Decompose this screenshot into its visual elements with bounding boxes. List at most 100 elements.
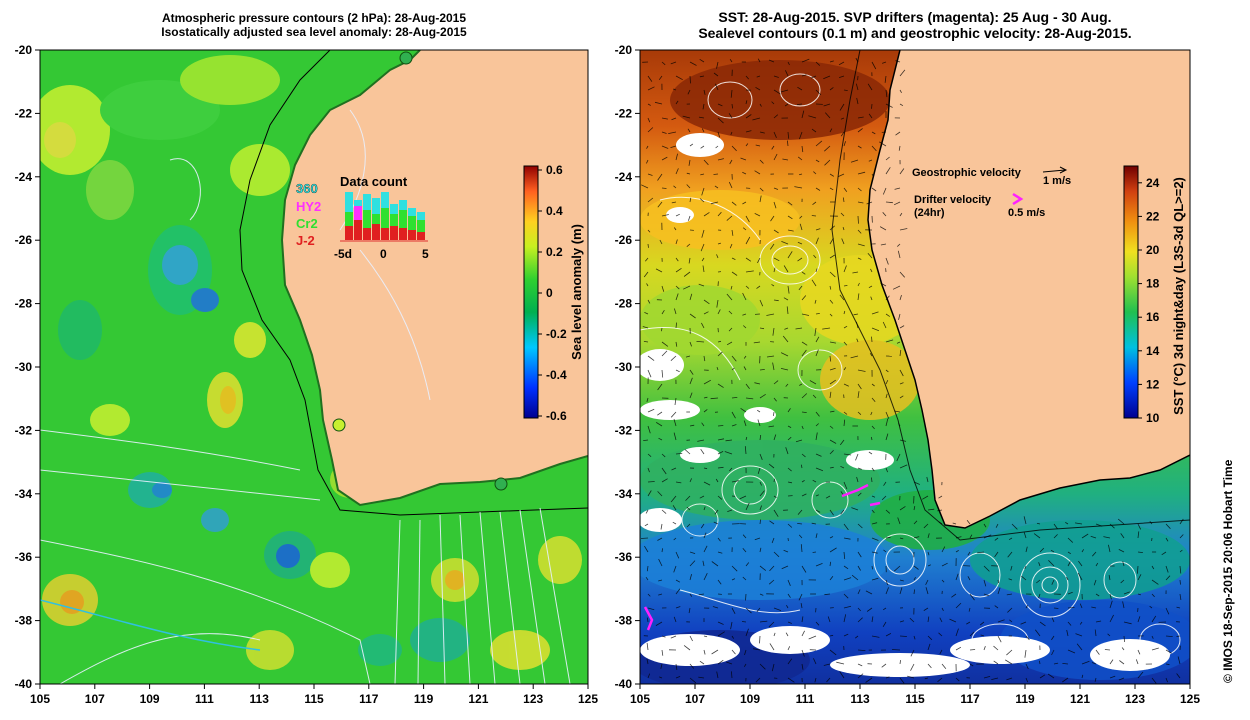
velocity-vector [799,215,803,219]
velocity-vector [659,239,663,245]
velocity-vector [752,117,761,121]
velocity-vector [899,635,907,637]
velocity-vector [851,507,859,511]
velocity-vector [745,215,750,223]
velocity-vector [745,143,749,147]
velocity-vector [883,549,887,553]
velocity-vector [913,506,916,511]
velocity-vector [955,536,962,539]
velocity-vector [745,114,752,119]
lon-tick-label: 107 [685,692,705,706]
sla-colorbar-ramp [523,165,539,419]
cyan-contour-left [40,599,261,651]
velocity-vector [731,424,737,427]
velocity-vector [801,480,805,483]
velocity-vector [647,75,653,82]
velocity-vector [899,325,905,329]
velocity-vector [896,341,901,344]
velocity-vector [687,89,691,95]
velocity-vector [799,131,803,140]
velocity-vector [885,89,888,98]
velocity-vector [941,607,944,611]
velocity-vector [955,573,959,581]
velocity-vector [1123,621,1132,625]
velocity-vector [815,563,823,567]
velocity-vector [1009,619,1013,623]
velocity-vector [729,58,733,63]
velocity-vector [993,660,999,665]
velocity-vector [647,607,655,611]
velocity-vector [899,89,902,93]
velocity-vector [980,634,985,637]
velocity-vector [871,61,877,70]
colorbar-tick-label: -0.2 [546,327,567,341]
velocity-vector [742,313,747,316]
velocity-vector [661,61,666,66]
velocity-vector [787,408,791,413]
velocity-vector [717,425,724,427]
velocity-vector [1023,516,1027,525]
velocity-vector [857,243,865,247]
velocity-vector [1090,535,1097,539]
velocity-vector [857,171,866,175]
velocity-vector [896,453,901,462]
velocity-vector [1176,673,1181,679]
velocity-vector [969,534,973,539]
velocity-vector [838,173,845,177]
velocity-vector [743,366,747,371]
velocity-vector [1076,643,1083,651]
lon-tick-label: 123 [523,692,543,706]
velocity-vector [843,593,849,599]
velocity-vector [1034,629,1041,637]
velocity-vector [717,103,723,107]
velocity-vector [731,607,736,614]
velocity-vector [647,593,651,597]
colorbar-tick-label: -0.4 [546,368,567,382]
velocity-vector [671,201,677,204]
velocity-vector [787,285,790,294]
velocity-vector [729,243,733,249]
velocity-vector [801,110,805,119]
velocity-vector [871,635,880,638]
velocity-vector [865,590,873,595]
velocity-vector [769,243,775,250]
velocity-vector [682,115,691,119]
velocity-vector [675,322,677,329]
colorbar-tick-label: 0.6 [546,163,563,177]
credit-text: © IMOS 18-Sep-2015 20:06 Hobart Time [1221,459,1235,683]
velocity-vector [1062,677,1069,683]
velocity-vector [784,327,789,330]
velocity-vector [855,83,859,91]
velocity-vector [757,58,761,63]
velocity-vector [754,213,761,217]
velocity-vector [703,481,711,486]
velocity-vector [868,285,873,289]
velocity-vector [753,648,761,651]
velocity-vector [757,257,761,264]
lon-tick-label: 123 [1125,692,1145,706]
velocity-vector [673,227,677,231]
velocity-vector [647,355,655,361]
velocity-vector [899,69,906,77]
velocity-vector [646,642,649,651]
velocity-vector [937,509,943,512]
velocity-vector [689,293,693,301]
velocity-vector [843,367,847,371]
velocity-vector [661,350,668,357]
velocity-vector [885,536,891,539]
velocity-vector [780,368,789,371]
velocity-vector [688,257,691,264]
velocity-vector [689,61,697,66]
velocity-vector [745,607,752,614]
velocity-vector [787,201,793,206]
velocity-vector [1151,677,1157,684]
velocity-vector [673,537,677,541]
velocity-vector [800,544,803,553]
sla-colorbar-ticks: 0.6 0.4 0.2 0 -0.2 -0.4 -0.6 [538,163,567,423]
velocity-vector [1081,660,1090,665]
left-colorbar: 0.6 0.4 0.2 0 -0.2 -0.4 -0.6 Sea level anomaly… [523,163,584,423]
velocity-vector [759,159,764,164]
velocity-vector [787,215,793,220]
velocity-vector [661,635,666,638]
velocity-vector [689,677,697,684]
